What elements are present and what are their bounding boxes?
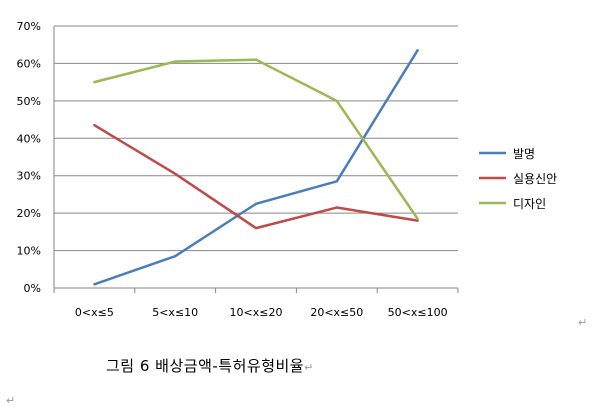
figure-caption: 그림 6 배상금액-특허유형비율↵ [106, 355, 314, 376]
x-tick-label: 10<x≤20 [230, 306, 283, 319]
paragraph-mark-right: ↵ [578, 316, 587, 329]
y-tick-label: 20% [17, 207, 41, 220]
x-tick-label: 50<x≤100 [388, 306, 448, 319]
paragraph-mark-bottom: ↵ [6, 394, 15, 407]
y-tick-label: 10% [17, 245, 41, 258]
series-lines [94, 50, 417, 284]
x-tick-label: 0<x≤5 [75, 306, 114, 319]
series-line-1 [94, 50, 417, 284]
legend-label: 디자인 [513, 197, 546, 211]
legend-label: 실용신안 [513, 172, 557, 186]
y-tick-label: 40% [17, 132, 41, 145]
y-tick-label: 50% [17, 95, 41, 108]
x-tick-label: 20<x≤50 [310, 306, 363, 319]
y-tick-label: 0% [24, 282, 41, 295]
y-tick-label: 70% [17, 20, 41, 33]
gridlines [54, 26, 458, 288]
legend-label: 발명 [513, 147, 535, 161]
y-tick-label: 60% [17, 57, 41, 70]
series-line-3 [94, 60, 417, 219]
x-tick-label: 5<x≤10 [152, 306, 198, 319]
x-axis-ticks: 0<x≤5 5<x≤10 10<x≤20 20<x≤50 50<x≤100 [54, 288, 458, 319]
caption-return-mark: ↵ [304, 361, 314, 374]
y-axis-ticks: 0% 10% 20% 30% 40% 50% 60% 70% [17, 20, 41, 295]
caption-text: 그림 6 배상금액-특허유형비율 [106, 357, 304, 375]
y-tick-label: 30% [17, 170, 41, 183]
